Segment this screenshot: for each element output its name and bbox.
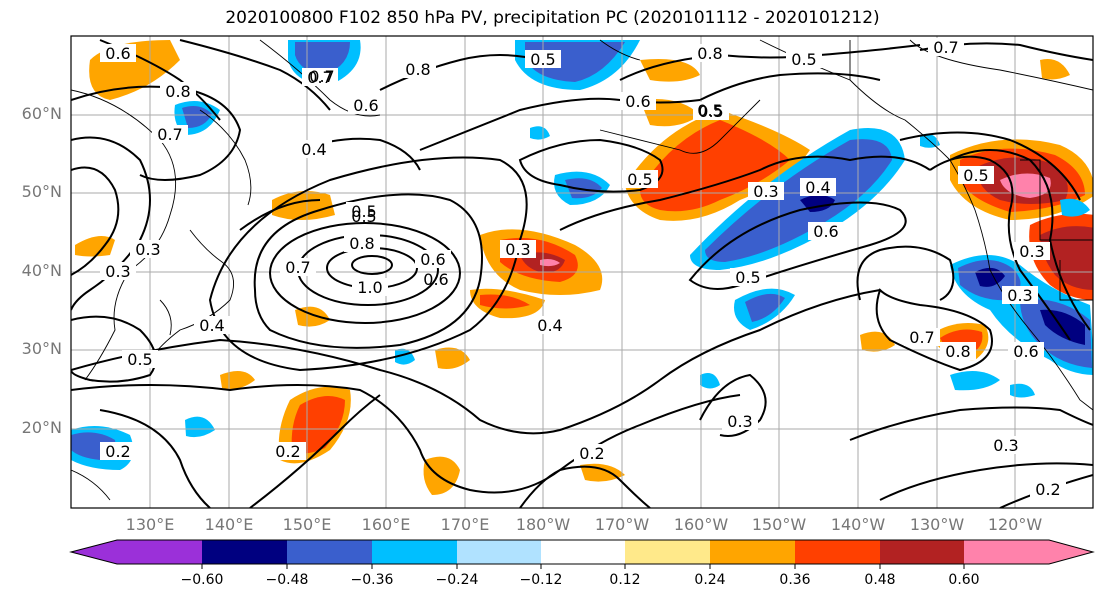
lon-label: 160°W [673,515,729,534]
colorbar-tick-label: 0.12 [609,572,641,588]
contour-label: 0.7 [909,328,934,347]
contour-label: 0.5 [627,170,652,189]
contour-label: 0.8 [945,342,970,361]
contour-label: 0.6 [625,92,650,111]
contour-label: 0.2 [1035,480,1060,499]
contour-label: 0.5 [530,50,555,69]
colorbar-tick-label: −0.48 [265,572,309,588]
colorbar-tick-label: 0.24 [694,572,726,588]
contour-label: 0.5 [735,268,760,287]
colorbar-segment [372,540,457,564]
colorbar-tick-label: 0.36 [779,572,811,588]
contour-labels: 0.6 0.7 0.8 0.5 0.8 0.5 0.5 0.7 0.8 0.6 … [100,38,1066,499]
contour-label: 0.3 [1019,242,1044,261]
contour-label: 0.6 [423,270,448,289]
contour-label: 0.5 [351,207,376,226]
map-frame [70,35,1094,509]
contour-label: 0.2 [579,444,604,463]
lon-label: 130°W [909,515,965,534]
lat-label: 30°N [21,339,62,358]
contour-label: 0.5 [698,102,723,121]
contour-label: 0.2 [275,442,300,461]
contour-label: 0.2 [105,442,130,461]
lon-label: 160°E [361,515,411,534]
contour-label: 0.5 [697,101,722,120]
contour-label: 0.3 [1007,286,1032,305]
contour-label: 0.4 [537,316,562,335]
lon-label: 150°W [751,515,807,534]
colorbar-outline [69,539,1095,565]
colorbar-extend-max [1049,540,1093,564]
contour-label: 0.5 [127,350,152,369]
lon-label: 150°E [282,515,332,534]
contour-label: 0.7 [157,125,182,144]
colorbar-extend-min [71,540,117,564]
colorbar-tick-label: −0.36 [350,572,394,588]
contour-label: 0.4 [301,140,326,159]
colorbar-tick-label: −0.24 [435,572,479,588]
contour-label: 0.3 [105,262,130,281]
contour-label: 0.6 [1013,342,1038,361]
contour-label: 0.7 [285,258,310,277]
contour-label: 0.4 [199,316,224,335]
lon-label: 170°E [440,515,490,534]
colorbar-tick-label: 0.48 [864,572,896,588]
contour-label: 0.7 [309,67,334,86]
colorbar-segment [795,540,880,564]
colorbar-ticks [201,564,965,569]
colorbar-tick-label: 0.60 [948,572,980,588]
contour-label: 0.3 [993,436,1018,455]
contour-label: 0.5 [791,50,816,69]
lat-label: 20°N [21,418,62,437]
contour-label: 0.4 [805,178,830,197]
contour-label: 0.6 [353,96,378,115]
contour-label: 0.3 [727,412,752,431]
lat-label: 50°N [21,182,62,201]
colorbar-tick-label: −0.12 [519,572,563,588]
contour-label: 0.6 [420,250,445,269]
colorbar-tick-label: −0.60 [180,572,224,588]
colorbar-segment [625,540,710,564]
contour-label: 0.8 [405,60,430,79]
pv-contours [71,39,1093,508]
colorbar-segment [710,540,795,564]
lat-label: 40°N [21,261,62,280]
colorbar-segment [457,540,541,564]
colorbar-segments [71,540,1093,564]
colorbar-segment [287,540,372,564]
contour-label: 0.8 [165,82,190,101]
lon-label: 140°E [204,515,254,534]
lon-label: 170°W [594,515,650,534]
contour-label: 0.3 [135,240,160,259]
lon-label: 180°W [515,515,571,534]
colorbar-segment [880,540,964,564]
lon-label: 130°E [125,515,175,534]
lat-label: 60°N [21,104,62,123]
contour-label: 0.5 [351,202,376,221]
contour-label: 0.8 [697,44,722,63]
contour-label: 0.5 [963,166,988,185]
contour-label: 0.3 [505,240,530,259]
colorbar-segment [964,540,1049,564]
colorbar-segment [202,540,287,564]
colorbar-segment [541,540,625,564]
contour-label: 0.6 [813,222,838,241]
contour-label: 1.0 [357,278,382,297]
contour-label: 0.7 [307,68,332,87]
colorbar-segment [117,540,202,564]
map-title: 2020100800 F102 850 hPa PV, precipitatio… [225,8,880,28]
contour-label: 0.8 [349,234,374,253]
lon-label: 140°W [830,515,886,534]
contour-label: 0.7 [933,38,958,57]
contour-label: 0.6 [105,44,130,63]
lon-label: 120°W [987,515,1043,534]
contour-label: 0.3 [753,182,778,201]
